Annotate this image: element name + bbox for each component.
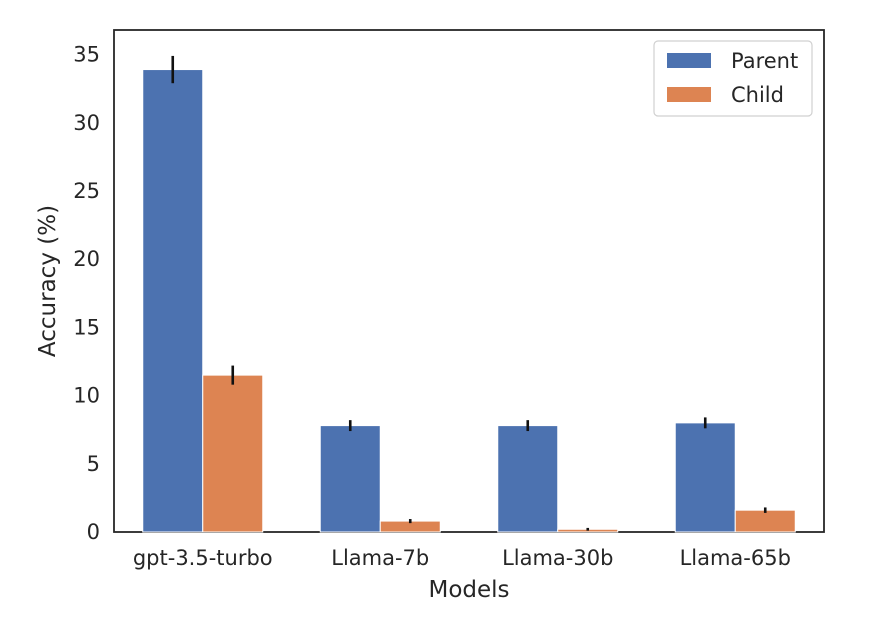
error-bars-layer — [171, 55, 767, 531]
x-tick-label: Llama-30b — [502, 546, 613, 570]
y-tick-label: 15 — [73, 315, 100, 339]
y-tick-label: 5 — [87, 452, 100, 476]
y-axis-ticks: 0 5 10 15 20 25 30 35 — [73, 43, 100, 544]
x-axis-ticks: gpt-3.5-turbo Llama-7b Llama-30b Llama-65b — [133, 546, 791, 570]
bar-parent — [497, 425, 559, 533]
bar-parent — [142, 69, 204, 533]
x-tick-label: Llama-65b — [680, 546, 791, 570]
bar-parent — [674, 422, 736, 533]
y-tick-label: 20 — [73, 247, 100, 271]
bar-child — [734, 509, 796, 533]
plot-frame — [113, 29, 825, 533]
bar-child — [202, 374, 264, 533]
y-axis-label: Accuracy (%) — [35, 205, 61, 357]
y-tick-label: 25 — [73, 179, 100, 203]
y-tick-label: 35 — [73, 43, 100, 67]
x-axis-label: Models — [428, 577, 509, 603]
y-tick-label: 0 — [87, 520, 100, 544]
legend-swatch-parent — [667, 53, 711, 68]
legend-label-parent: Parent — [731, 49, 798, 73]
legend-swatch-child — [667, 87, 711, 102]
bar-parent — [319, 425, 381, 533]
y-tick-label: 10 — [73, 384, 100, 408]
bars-layer — [142, 69, 796, 533]
y-tick-label: 30 — [73, 111, 100, 135]
x-tick-label: Llama-7b — [331, 546, 429, 570]
legend-label-child: Child — [731, 83, 784, 107]
legend: Parent Child — [653, 40, 813, 117]
x-tick-label: gpt-3.5-turbo — [133, 546, 273, 570]
